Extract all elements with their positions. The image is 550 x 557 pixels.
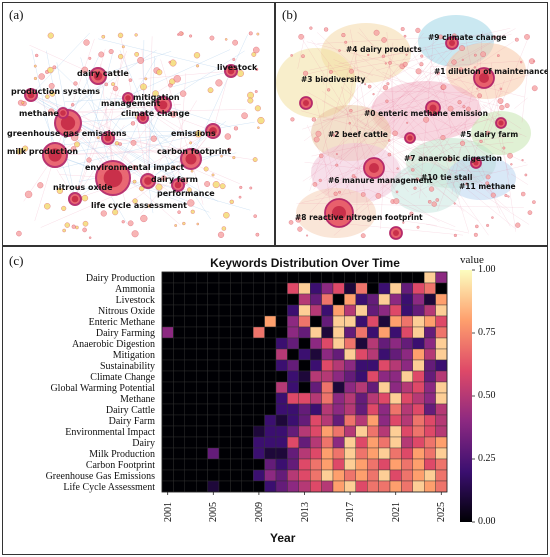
row-label: Sustainability bbox=[100, 360, 155, 372]
colorbar-tick-label: 1.00 bbox=[478, 264, 496, 275]
network-b-nodes bbox=[288, 26, 538, 240]
year-tick-label: 2025 bbox=[436, 502, 448, 522]
panel-b-cluster-label: #0 enteric methane emission bbox=[364, 109, 488, 118]
network-b-links bbox=[296, 28, 531, 236]
network-a-nodes bbox=[16, 31, 265, 239]
panel-a-keyword: emissions bbox=[171, 129, 216, 138]
panel-b-cluster-label: #10 tie stall bbox=[421, 173, 473, 182]
heatmap-title: Keywords Distribution Over Time bbox=[210, 256, 400, 270]
row-label: Dairy Cattle bbox=[105, 404, 155, 416]
year-tick-label: 2005 bbox=[208, 502, 220, 522]
panel-a-keyword: carbon footprint bbox=[157, 147, 232, 156]
row-label: Mitigation bbox=[112, 349, 155, 361]
panel-b-cluster-label: #7 anaerobic digestion bbox=[404, 154, 503, 163]
panel-a-keyword: methane bbox=[19, 109, 59, 118]
row-label: Anaerobic Digestion bbox=[71, 338, 155, 350]
panel-a-keyword: mitigation bbox=[133, 93, 180, 102]
panel-b: (b) #9 climate change #4 dairy products #1… bbox=[275, 2, 548, 246]
year-tick-label: 2009 bbox=[253, 502, 265, 522]
panel-a: (a) livestock dairy cattle production syst… bbox=[2, 2, 275, 246]
panel-a-keyword: dairy farm bbox=[151, 175, 198, 184]
panel-b-network bbox=[276, 15, 538, 240]
panel-b-cluster-label: #4 dairy products bbox=[346, 45, 422, 54]
panel-b-cluster-label: #2 beef cattle bbox=[328, 130, 388, 139]
row-label: Ammonia bbox=[115, 283, 155, 295]
row-label: Global Warming Potential bbox=[50, 382, 155, 394]
row-label: Life Cycle Assessment bbox=[63, 481, 155, 493]
x-axis-label: Year bbox=[270, 531, 296, 545]
row-label: Livestock bbox=[115, 294, 155, 306]
year-tick-label: 2013 bbox=[299, 502, 311, 522]
panel-a-keyword: livestock bbox=[217, 63, 258, 72]
panel-b-cluster-label: #6 manure management bbox=[328, 176, 433, 185]
row-label: Climate Change bbox=[90, 371, 155, 383]
row-label: Dairy bbox=[132, 437, 155, 449]
row-label: Environmental Impact bbox=[65, 426, 155, 438]
panel-a-keyword: management bbox=[101, 99, 161, 108]
row-label: Nitrous Oxide bbox=[98, 305, 155, 317]
row-label: Dairy Production bbox=[85, 272, 155, 284]
panel-b-cluster-label: #8 reactive nitrogen footprint bbox=[295, 213, 423, 222]
year-tick-label: 2021 bbox=[390, 502, 402, 522]
panel-a-keyword: performance bbox=[157, 189, 215, 198]
panel-b-cluster-label: #5 dairy farm bbox=[460, 130, 519, 139]
panel-a-keyword: life cycle assessment bbox=[91, 201, 187, 210]
panel-c-label: (c) bbox=[9, 253, 24, 268]
panel-a-network bbox=[16, 31, 265, 239]
panel-a-keyword: climate change bbox=[121, 109, 190, 118]
panel-b-cluster-label: #3 biodiversity bbox=[301, 75, 366, 84]
panel-a-keyword: dairy cattle bbox=[77, 69, 129, 78]
panel-a-keyword: greenhouse gas emissions bbox=[7, 129, 127, 138]
colorbar-tick-label: 0.50 bbox=[478, 390, 496, 401]
panel-a-keyword: production systems bbox=[11, 87, 100, 96]
colorbar-tick-label: 0.00 bbox=[478, 516, 496, 527]
panel-a-keyword: milk production bbox=[7, 147, 79, 156]
panel-a-keyword: nitrous oxide bbox=[53, 183, 113, 192]
panel-b-cluster-label: #1 dilution of maintenance bbox=[434, 67, 548, 76]
row-label: Milk Production bbox=[89, 448, 155, 460]
year-tick-label: 2001 bbox=[162, 502, 174, 522]
colorbar-tick-label: 0.75 bbox=[478, 327, 496, 338]
panel-a-label: (a) bbox=[9, 7, 24, 22]
row-label: Enteric Methane bbox=[88, 316, 155, 328]
row-label: Dairy Farming bbox=[95, 327, 155, 339]
row-label: Dairy Farm bbox=[108, 415, 155, 427]
colorbar-tick-label: 0.25 bbox=[478, 453, 496, 464]
panel-b-cluster-label: #9 climate change bbox=[428, 33, 507, 42]
row-label: Greenhouse Gas Emissions bbox=[45, 470, 155, 482]
panel-c: (c) bbox=[2, 246, 548, 555]
colorbar-title: value bbox=[460, 254, 484, 266]
row-label: Carbon Footprint bbox=[85, 459, 155, 471]
panel-b-cluster-label: #11 methane bbox=[459, 182, 516, 191]
panel-a-keyword: environmental impact bbox=[85, 163, 185, 172]
panel-b-label: (b) bbox=[282, 7, 298, 22]
row-label: Methane bbox=[120, 393, 155, 405]
year-tick-label: 2017 bbox=[345, 502, 357, 522]
